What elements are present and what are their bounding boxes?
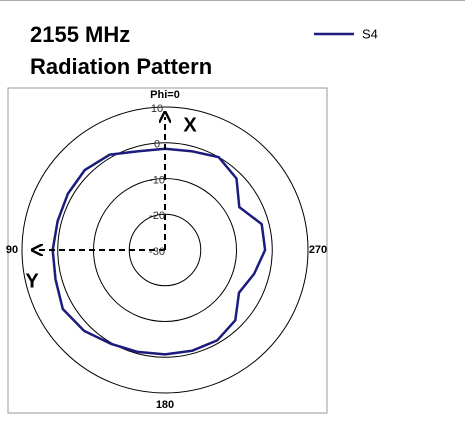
angle-label: Phi=0	[150, 89, 180, 101]
r-tick-label: -30	[149, 246, 165, 258]
r-tick-label: 10	[151, 103, 163, 115]
angle-label: 270	[309, 244, 327, 256]
legend-label: S4	[362, 26, 378, 41]
annotation: X	[183, 114, 197, 136]
chart-title: 2155 MHz	[30, 22, 130, 47]
r-tick-label: -10	[149, 174, 165, 186]
annotation: Y	[25, 270, 39, 292]
plot-frame	[7, 87, 328, 414]
r-tick-label: 0	[154, 139, 160, 151]
chart-subtitle: Radiation Pattern	[30, 54, 212, 79]
r-tick-label: -20	[149, 210, 165, 222]
grid-circle	[57, 142, 273, 358]
pattern-line	[51, 147, 267, 356]
angle-label: 90	[6, 244, 18, 256]
grid-circle	[21, 106, 309, 394]
angle-label: 180	[156, 399, 174, 411]
